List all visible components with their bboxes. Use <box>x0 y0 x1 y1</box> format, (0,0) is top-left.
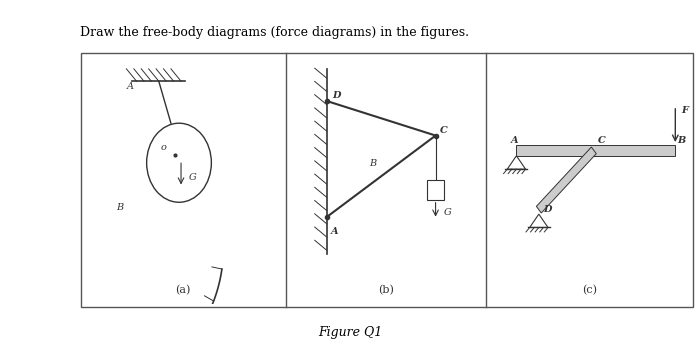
Text: B: B <box>369 160 377 168</box>
Circle shape <box>146 123 211 202</box>
Polygon shape <box>536 147 596 213</box>
Text: o: o <box>161 143 167 152</box>
Text: Figure Q1: Figure Q1 <box>318 326 382 339</box>
Text: G: G <box>189 173 197 182</box>
Polygon shape <box>517 145 676 156</box>
Text: A: A <box>127 82 134 91</box>
Text: G: G <box>444 208 452 217</box>
Text: F: F <box>681 106 688 115</box>
Text: Draw the free-body diagrams (force diagrams) in the figures.: Draw the free-body diagrams (force diagr… <box>80 26 470 40</box>
Text: B: B <box>116 203 123 212</box>
Polygon shape <box>530 214 548 227</box>
Text: (c): (c) <box>582 285 597 296</box>
Text: D: D <box>543 205 552 214</box>
Text: C: C <box>440 126 447 135</box>
Text: D: D <box>332 91 341 101</box>
Text: (b): (b) <box>378 285 394 296</box>
Bar <box>427 180 444 200</box>
Text: B: B <box>678 136 685 145</box>
Text: (a): (a) <box>176 285 190 296</box>
Polygon shape <box>508 156 526 169</box>
Text: A: A <box>330 227 338 237</box>
Text: A: A <box>510 136 518 145</box>
Text: C: C <box>598 136 606 145</box>
